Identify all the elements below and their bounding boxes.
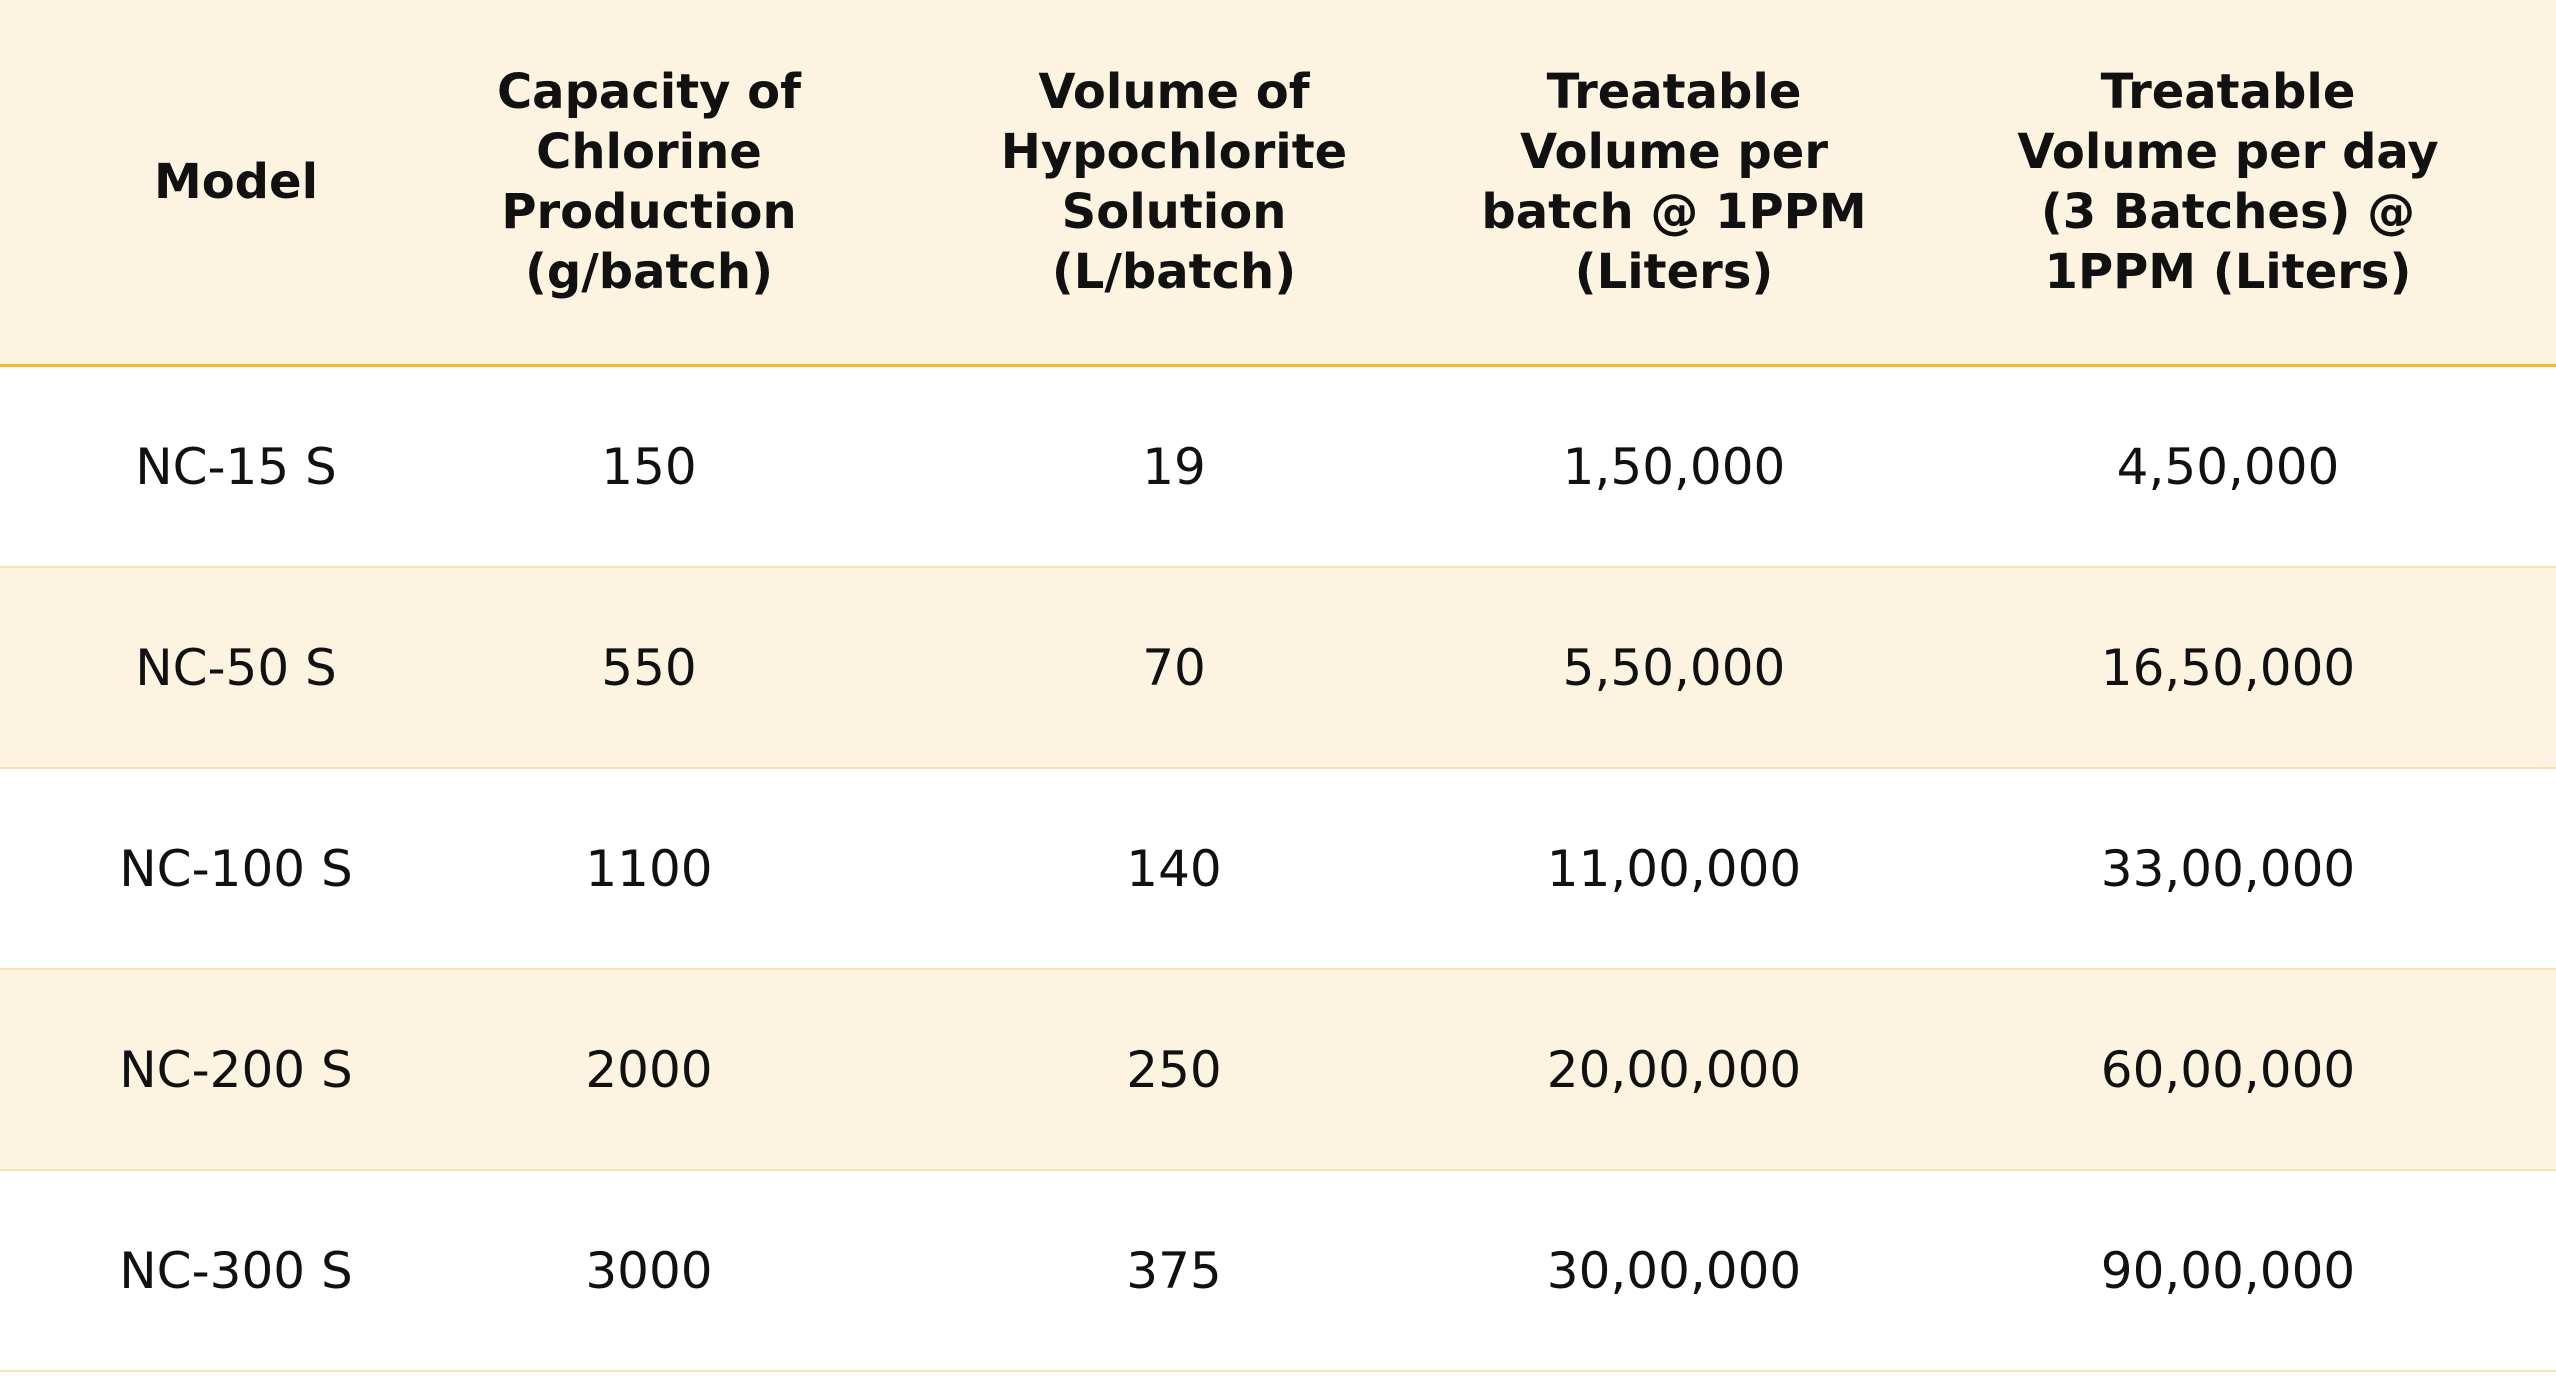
value-cell: 550 — [601, 638, 697, 697]
value-cell: 1100 — [585, 839, 713, 898]
column-header: Treatable Volume per batch @ 1PPM (Liter… — [1481, 64, 1867, 300]
value-cell: 150 — [601, 437, 697, 496]
value-cell: 70 — [1142, 638, 1206, 697]
value-cell: 19 — [1142, 437, 1206, 496]
column-header: Volume of Hypochlorite Solution (L/batch… — [1000, 64, 1348, 300]
value-cell: 11,00,000 — [1546, 839, 1802, 898]
value-cell: 60,00,000 — [2100, 1040, 2356, 1099]
column-header: Capacity of Chlorine Production (g/batch… — [496, 64, 802, 300]
table-row: NC-200 S 2000 250 20,00,000 60,00,000 — [0, 970, 2556, 1171]
value-cell: 33,00,000 — [2100, 839, 2356, 898]
value-cell: 1,50,000 — [1562, 437, 1786, 496]
value-cell: 90,00,000 — [2100, 1241, 2356, 1300]
value-cell: 2000 — [585, 1040, 713, 1099]
table-row: NC-100 S 1100 140 11,00,000 33,00,000 — [0, 769, 2556, 970]
model-cell: NC-100 S — [119, 839, 353, 898]
table-row: NC-300 S 3000 375 30,00,000 90,00,000 — [0, 1171, 2556, 1372]
value-cell: 16,50,000 — [2100, 638, 2356, 697]
column-header: Model — [153, 154, 319, 210]
value-cell: 375 — [1126, 1241, 1222, 1300]
value-cell: 140 — [1126, 839, 1222, 898]
value-cell: 30,00,000 — [1546, 1241, 1802, 1300]
model-cell: NC-50 S — [135, 638, 337, 697]
value-cell: 3000 — [585, 1241, 713, 1300]
model-cell: NC-300 S — [119, 1241, 353, 1300]
model-cell: NC-15 S — [135, 437, 337, 496]
table-row: NC-50 S 550 70 5,50,000 16,50,000 — [0, 568, 2556, 769]
table-row: NC-15 S 150 19 1,50,000 4,50,000 — [0, 367, 2556, 568]
column-header: Treatable Volume per day (3 Batches) @ 1… — [2017, 64, 2439, 300]
header-row: Model Capacity of Chlorine Production (g/… — [0, 0, 2556, 367]
value-cell: 4,50,000 — [2116, 437, 2340, 496]
value-cell: 250 — [1126, 1040, 1222, 1099]
value-cell: 5,50,000 — [1562, 638, 1786, 697]
model-cell: NC-200 S — [119, 1040, 353, 1099]
value-cell: 20,00,000 — [1546, 1040, 1802, 1099]
